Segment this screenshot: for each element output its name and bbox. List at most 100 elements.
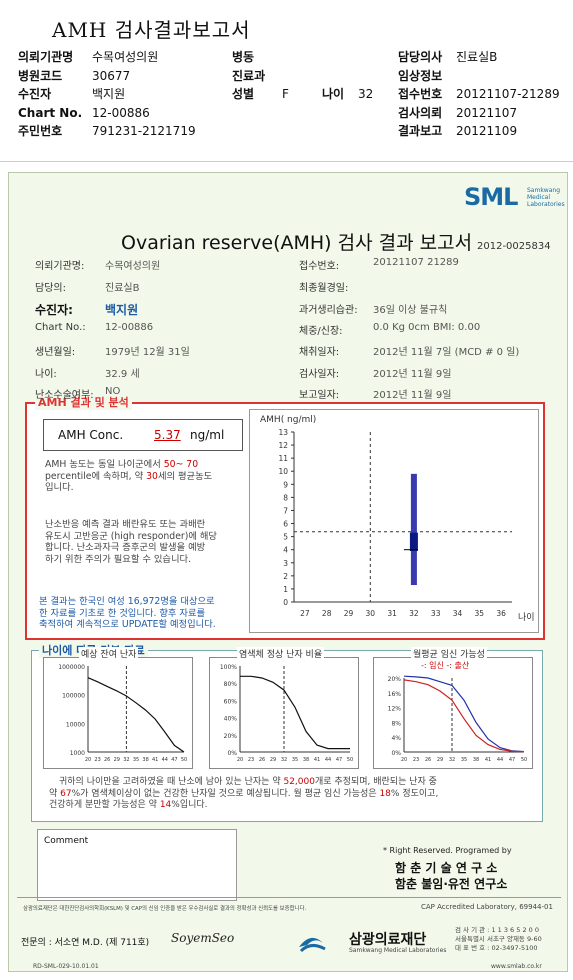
footer-divider [17,897,561,898]
report-paper: SML Samkwang Medical Laboratories Ovaria… [8,172,568,972]
x-tick-label: 35 [475,609,485,618]
contact-info: 검 사 기 관 : 1 1 3 6 5 2 0 0 서울특별시 서초구 양재동 9… [455,926,542,953]
x-tick-label: 38 [473,757,479,763]
logo-sub-line: Samkwang [527,187,560,194]
x-tick-label: 47 [336,757,342,763]
comment-label: Comment [44,836,89,846]
percentile-text: AMH 농도는 동일 나이군에서 50~ 70 percentile에 속하며,… [45,459,212,494]
y-tick-label: 10 [278,467,288,476]
para-line: 축적하여 계속적으로 UPDATE할 예정입니다. [39,619,216,630]
header-title: AMH 검사결과보고서 [52,18,251,42]
report-number: 2012-0025834 [477,241,551,252]
x-tick-label: 35 [461,757,467,763]
whisker-bar [410,473,417,585]
info-label: 보고일자: [299,390,340,401]
para-line: 한 자료를 기초로 한 것입니다. 향후 자료를 [39,607,206,619]
info-value: NO [105,386,121,397]
response-text: 난소반응 예측 결과 배란유도 또는 과배란 유도시 고반응군 (high res… [45,519,217,565]
x-tick-label: 27 [300,609,310,618]
x-tick-label: 20 [237,757,243,763]
mini-chart-svg: 0% 4% 8% 12% 16% 20% 20 23 26 29 32 35 38 41 44 47 50 [388,675,527,763]
org-name-1: 함 춘 기 술 연 구 소 [395,861,498,875]
header-row: 병원코드 30677 진료과 임상정보 [18,67,558,85]
header-label: 임상정보 [398,68,443,83]
header-value: 20121109 [456,124,518,138]
report-title: Ovarian reserve(AMH) 검사 결과 보고서 [121,232,473,254]
y-tick-label: 60% [224,698,238,705]
header-row: 주민번호 791231-2121719 결과보고 20121109 [18,122,558,140]
text: 개로 추정되며, 배란되는 난자 중 [314,777,437,787]
x-tick-label: 23 [248,757,254,763]
info-value: 2012년 11월 9일 [373,369,452,380]
series-line [87,677,185,753]
text: AMH 농도는 동일 나이군에서 [45,459,164,470]
y-tick-label: 1000 [70,750,85,757]
y-tick-label: 1 [283,585,288,594]
x-tick-label: 32 [123,757,129,763]
header-value: 진료실B [456,50,498,64]
header-value: 12-00886 [92,105,150,120]
mini-chart-title: 월평균 임신 가능성 [411,647,487,660]
x-tick-label: 50 [181,757,187,763]
x-tick-label: 47 [509,757,515,763]
header-label: 검사의뢰 [398,105,443,120]
y-tick-label: 6 [283,520,288,529]
x-tick-label: 23 [94,757,100,763]
info-value: 0.0 Kg 0cm BMI: 0.00 [373,322,481,333]
info-label: 접수번호: [299,261,340,272]
x-tick-label: 29 [114,757,120,763]
mini-chart-pregnancy: 0% 4% 8% 12% 16% 20% 20 23 26 29 32 35 38 41 44 47 50 [373,657,533,769]
contact-line: 대 표 번 호 : 02-3497-5100 [455,944,538,952]
info-value: 2012년 11월 9일 [373,390,452,401]
series-line [240,675,350,750]
y-tick-label: 100% [220,664,237,671]
y-tick-label: 0% [391,750,401,757]
x-tick-label: 32 [449,757,455,763]
header-value: 20121107 [456,105,518,120]
x-tick-label: 28 [322,609,332,618]
x-tick-label: 32 [409,609,419,618]
y-tick-label: 13 [278,428,288,437]
info-label: 채취일자: [299,347,340,358]
header-label: Chart No. [18,105,83,120]
header-value: 수목여성의원 [92,50,159,64]
y-tick-label: 2 [283,572,288,581]
header-value: F [282,87,289,101]
x-tick-label: 26 [104,757,110,763]
contact-line: 검 사 기 관 : 1 1 3 6 5 2 0 0 [455,926,539,934]
amh-conc-box: AMH Conc. 5.37 ng/ml [43,419,243,451]
para-line: 유도시 고반응군 (high responder)에 해당 [45,530,217,542]
contact-line: 서울특별시 서초구 양재동 9-60 [455,935,542,943]
org-name-2: 함춘 불임·유전 연구소 [395,877,508,891]
para-line: 본 결과는 한국인 여성 16,972명을 대상으로 [39,596,215,607]
info-label: 수진자: [35,303,73,317]
para-line: AMH 농도는 동일 나이군에서 50~ 70 [45,459,212,471]
cap-text: CAP Accredited Laboratory, 69944-01 [421,903,553,911]
egg-count: 52,000 [283,777,315,787]
y-tick-label: 20% [224,733,238,740]
form-number: RD-SML-029-10.01.01 [33,963,99,970]
header-row: Chart No. 12-00886 검사의뢰 20121107 [18,104,558,122]
header-label: 진료과 [232,68,266,83]
x-axis-label: 나이 [518,612,535,623]
para-line: 하기 위한 주의가 필요할 수 있습니다. [45,553,192,565]
summary-line: 건강하게 분만할 가능성은 약 14%입니다. [49,800,438,812]
y-tick-label: 0 [283,598,288,607]
x-tick-label: 23 [413,757,419,763]
x-tick-label: 20 [85,757,91,763]
conc-label: AMH Conc. [58,428,124,442]
normal-ratio: 67 [60,788,72,799]
y-tick-label: 5 [283,533,288,542]
y-tick-label: 40% [224,716,238,723]
cert-text: 삼광의료재단은 대한진단검사의학회(KSLM) 및 CAP의 신임 인증을 받은… [23,906,307,912]
info-value: 2012년 11월 7일 (MCD # 0 일) [373,347,520,358]
pregnancy-rate: 18 [379,788,391,799]
x-tick-label: 35 [292,757,298,763]
y-tick-label: 10000 [66,721,85,728]
header-value: 32 [358,87,374,101]
x-tick-label: 44 [162,757,168,763]
mini-chart-eggs: 1000 10000 100000 1000000 20 23 26 29 32 35 38 41 44… [43,657,193,769]
x-tick-label: 29 [437,757,443,763]
y-tick-label: 7 [283,506,288,515]
website: www.smlab.co.kr [491,963,542,970]
